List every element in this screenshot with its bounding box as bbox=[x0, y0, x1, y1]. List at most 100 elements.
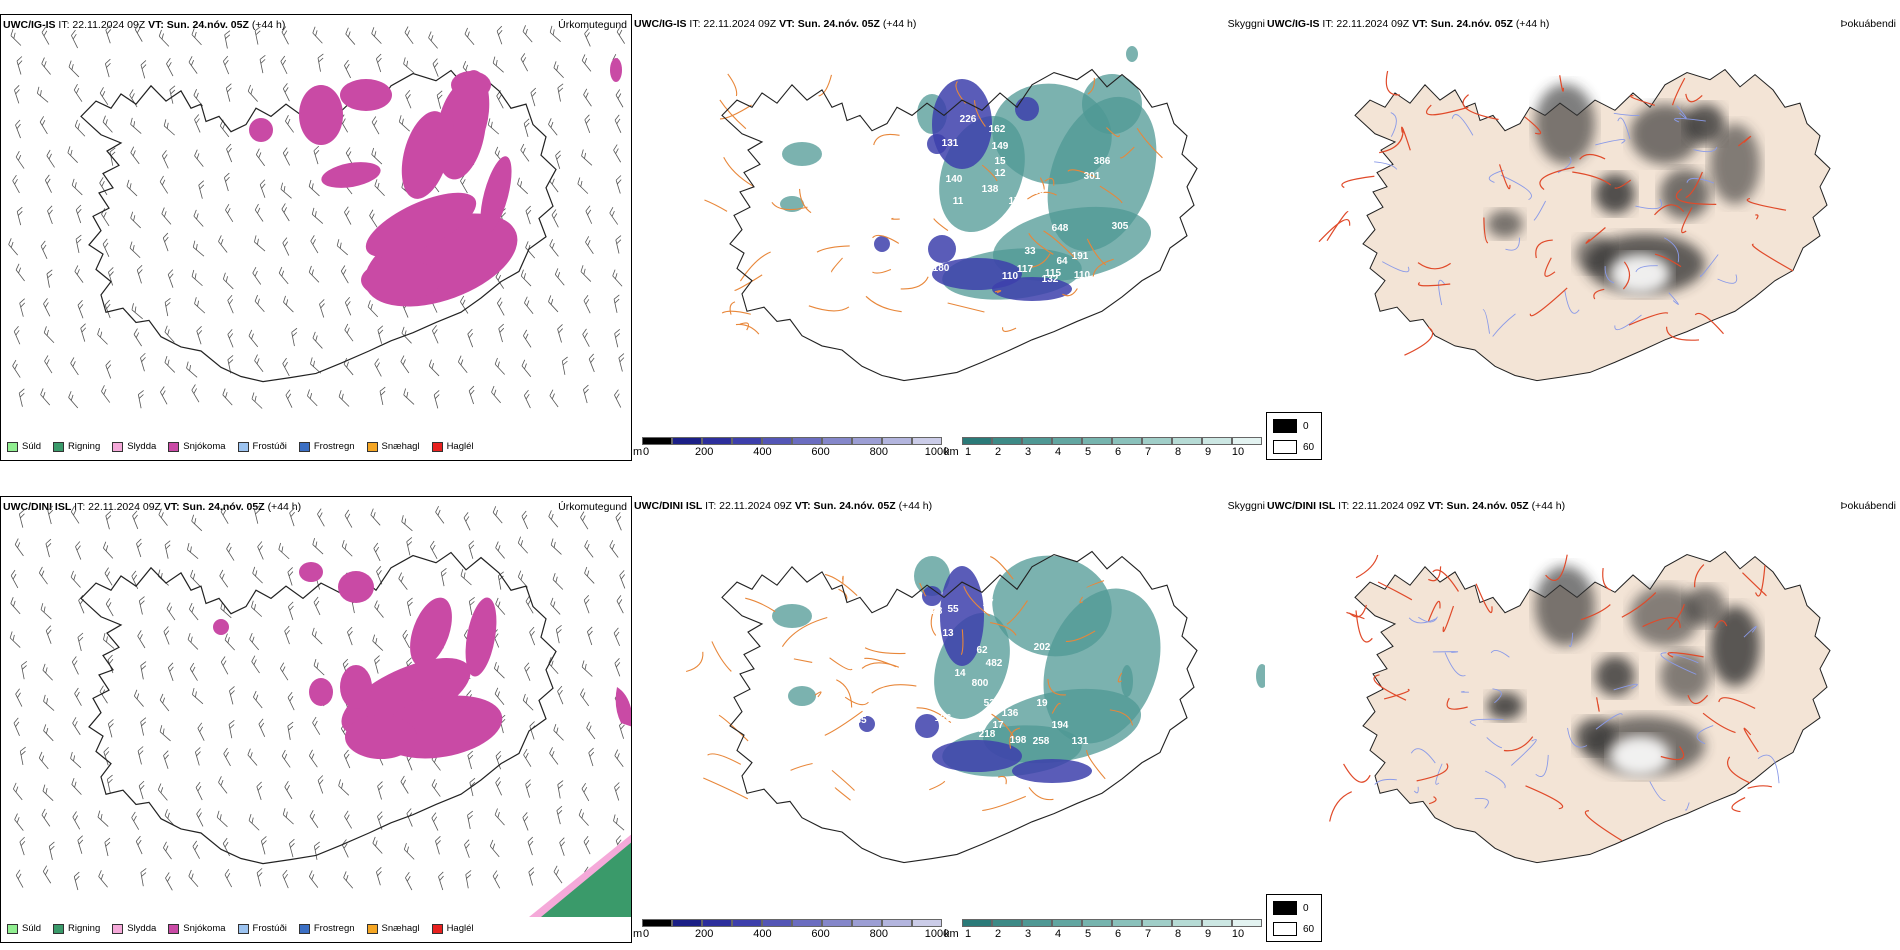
cloud-base-label: 482 bbox=[986, 658, 1003, 669]
colorbar-km-tick: 5 bbox=[1084, 928, 1092, 940]
road bbox=[1329, 791, 1352, 822]
colorbar-m-tick: 0 bbox=[642, 928, 650, 940]
fog-area bbox=[1487, 210, 1523, 238]
colorbar-m-tick: 400 bbox=[753, 928, 772, 940]
wind-barb bbox=[436, 90, 443, 109]
cloud-base-label: 55 bbox=[947, 604, 959, 615]
wind-barb bbox=[491, 385, 501, 404]
wind-barb bbox=[220, 656, 229, 675]
wind-barb bbox=[308, 179, 320, 197]
fog-grey-areas bbox=[1487, 566, 1760, 776]
road bbox=[1417, 282, 1451, 287]
wind-barb bbox=[136, 538, 142, 558]
road bbox=[704, 199, 728, 212]
road bbox=[1529, 287, 1568, 317]
river bbox=[1374, 161, 1398, 170]
road bbox=[872, 268, 892, 274]
colorbar-m-tick: 400 bbox=[753, 446, 772, 458]
wind-barb bbox=[45, 625, 52, 644]
wind-barb bbox=[105, 24, 112, 44]
wind-barb bbox=[495, 777, 503, 796]
wind-barb bbox=[557, 324, 563, 343]
wind-barb bbox=[256, 781, 263, 801]
road bbox=[1743, 727, 1759, 753]
road bbox=[1654, 204, 1685, 216]
wind-barb bbox=[377, 325, 384, 344]
wind-barb bbox=[19, 746, 26, 765]
wind-barb bbox=[559, 837, 565, 856]
river bbox=[1444, 652, 1466, 677]
fog-title: Þokuábendi bbox=[1840, 18, 1896, 30]
wind-barb bbox=[588, 353, 595, 373]
snow-area bbox=[480, 156, 512, 234]
colorbar-km-segment bbox=[1052, 437, 1082, 445]
wind-barb bbox=[164, 325, 175, 343]
wind-barb bbox=[468, 385, 475, 405]
road bbox=[1660, 746, 1685, 761]
colorbar-km-tick: 6 bbox=[1114, 928, 1122, 940]
road bbox=[1675, 188, 1717, 205]
rivers bbox=[1374, 105, 1738, 337]
wind-barb bbox=[74, 687, 82, 706]
road bbox=[1067, 169, 1096, 178]
road bbox=[963, 586, 990, 617]
road bbox=[990, 556, 1014, 580]
river bbox=[1435, 763, 1443, 785]
wind-barb bbox=[41, 808, 51, 827]
wind-barb bbox=[614, 658, 621, 677]
cloud-base-label: 11 bbox=[953, 196, 964, 207]
wind-barb bbox=[188, 869, 199, 888]
colorbar-m-tick: 600 bbox=[811, 446, 830, 458]
wind-barb bbox=[164, 540, 171, 559]
wind-barb bbox=[313, 596, 321, 616]
wind-barb bbox=[398, 115, 410, 132]
river bbox=[1604, 266, 1615, 284]
colorbar-m-segment bbox=[732, 919, 762, 927]
wind-barb bbox=[614, 389, 622, 408]
wind-barb bbox=[404, 26, 414, 45]
cloud-base-label: 131 bbox=[1072, 736, 1089, 747]
wind-barb bbox=[282, 869, 289, 889]
iceland-outline bbox=[721, 550, 1198, 864]
colorbar-km-segment bbox=[1142, 919, 1172, 927]
colorbar-km-tick: 9 bbox=[1204, 928, 1212, 940]
colorbar-m-segment bbox=[882, 437, 912, 445]
precip-legend: Súld Rigning Slydda Snjókoma Frostúði Fr… bbox=[7, 923, 474, 934]
wind-barb bbox=[467, 750, 474, 770]
wind-barb bbox=[586, 721, 596, 740]
wind-barb bbox=[218, 235, 228, 253]
legend-swatch bbox=[7, 923, 18, 934]
snow-area bbox=[365, 192, 477, 258]
wind-barb bbox=[219, 569, 229, 588]
wind-barb bbox=[285, 389, 293, 408]
wind-barb bbox=[287, 691, 295, 711]
wind-barb bbox=[308, 749, 318, 768]
road bbox=[1425, 104, 1469, 116]
low-visibility-area bbox=[922, 586, 942, 606]
road bbox=[1379, 128, 1404, 154]
wind-barb bbox=[401, 515, 413, 532]
wind-barb bbox=[158, 508, 168, 526]
wind-barb bbox=[44, 174, 52, 193]
river bbox=[1699, 254, 1719, 277]
wind-barb bbox=[219, 119, 230, 138]
iceland-outline bbox=[721, 68, 1198, 382]
wind-barb bbox=[494, 687, 505, 705]
road bbox=[1687, 694, 1709, 705]
colorbar-km-segment bbox=[1232, 919, 1262, 927]
wind-barb bbox=[281, 26, 289, 45]
wind-barb bbox=[523, 329, 532, 348]
snow-area bbox=[465, 597, 497, 677]
cloud-base-label: 62 bbox=[976, 645, 988, 656]
road bbox=[1746, 197, 1787, 211]
legend-swatch bbox=[298, 441, 310, 452]
wind-barb bbox=[403, 842, 415, 860]
wind-barb bbox=[251, 655, 260, 674]
wind-barb bbox=[341, 539, 353, 557]
precip-legend: Súld Rigning Slydda Snjókoma Frostúði Fr… bbox=[7, 441, 474, 452]
river bbox=[1535, 754, 1549, 777]
fog-panel-row2: UWC/DINI ISL IT: 22.11.2024 09Z VT: Sun.… bbox=[1265, 496, 1900, 943]
wind-barb bbox=[406, 808, 413, 827]
wind-barb bbox=[71, 778, 82, 795]
